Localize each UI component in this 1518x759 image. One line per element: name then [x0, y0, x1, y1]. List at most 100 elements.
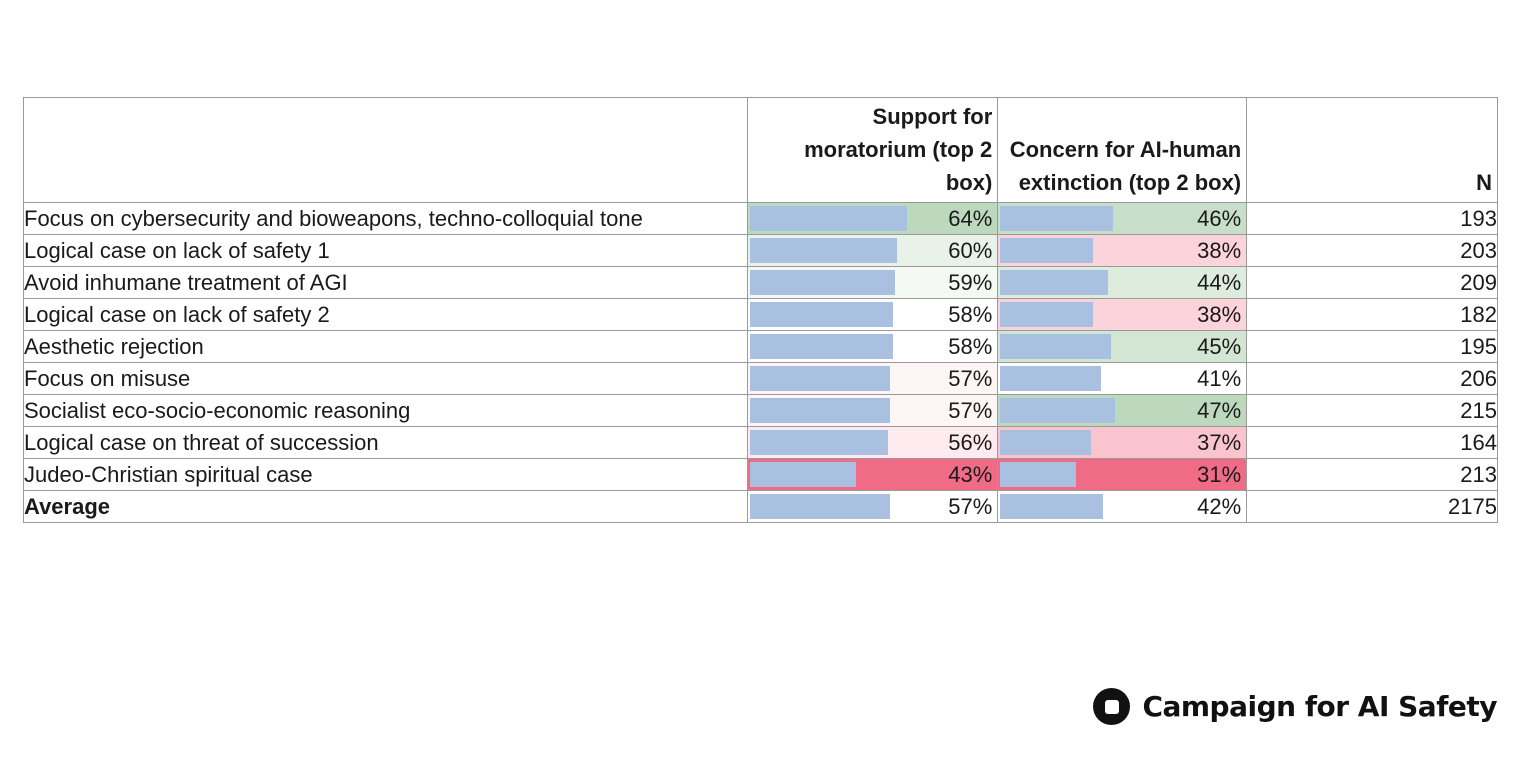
table-row: Logical case on lack of safety 2 58% 38% 18…: [22, 298, 1498, 331]
moratorium-cell-bar: [750, 430, 888, 455]
extinction-cell: 31%: [997, 458, 1248, 491]
extinction-cell-bar: [1000, 238, 1094, 263]
moratorium-cell-bar: [750, 334, 893, 359]
moratorium-cell-bar: [750, 302, 893, 327]
table-row: Judeo-Christian spiritual case 43% 31% 213: [22, 458, 1498, 491]
extinction-cell-value: 44%: [1197, 270, 1242, 295]
moratorium-cell-value: 57%: [948, 398, 993, 423]
extinction-cell: 41%: [997, 362, 1248, 395]
row-label: Judeo-Christian spiritual case: [22, 458, 749, 491]
header-moratorium: Support for moratorium (top 2 box): [747, 97, 999, 203]
campaign-logo-icon: [1093, 688, 1131, 725]
extinction-cell-value: 38%: [1197, 302, 1242, 327]
table-row: Avoid inhumane treatment of AGI 59% 44% 209: [22, 266, 1498, 299]
n-cell: 209: [1246, 266, 1498, 299]
moratorium-cell: 64%: [747, 202, 999, 235]
extinction-cell: 38%: [997, 298, 1248, 331]
moratorium-cell: 56%: [747, 426, 999, 459]
row-label: Focus on cybersecurity and bioweapons, t…: [22, 202, 749, 235]
extinction-cell-bar: [1000, 366, 1101, 391]
table-row: Socialist eco-socio-economic reasoning 57…: [22, 394, 1498, 427]
table-row: Logical case on threat of succession 56% 3…: [22, 426, 1498, 459]
extinction-cell: 45%: [997, 330, 1248, 363]
header-n: N: [1246, 97, 1498, 203]
extinction-cell-value: 47%: [1197, 398, 1242, 423]
header-label: [22, 97, 749, 203]
moratorium-cell-value: 43%: [948, 462, 993, 487]
extinction-cell-value: 45%: [1197, 334, 1242, 359]
extinction-cell-value: 46%: [1197, 206, 1242, 231]
brand-logo: Campaign for AI Safety: [1093, 688, 1497, 725]
moratorium-cell: 58%: [747, 330, 999, 363]
extinction-cell-bar: [1000, 462, 1077, 487]
n-cell: 215: [1246, 394, 1498, 427]
header-row: Support for moratorium (top 2 box) Conce…: [22, 97, 1498, 203]
moratorium-cell: 43%: [747, 458, 999, 491]
moratorium-cell-bar: [750, 238, 898, 263]
average-extinction-cell: 42%: [997, 490, 1248, 523]
row-label: Focus on misuse: [22, 362, 749, 395]
table-body: Focus on cybersecurity and bioweapons, t…: [22, 202, 1498, 523]
moratorium-cell-value: 57%: [948, 366, 993, 391]
row-label: Logical case on lack of safety 2: [22, 298, 749, 331]
average-moratorium-cell: 57%: [747, 490, 999, 523]
n-cell: 213: [1246, 458, 1498, 491]
n-cell: 164: [1246, 426, 1498, 459]
table-row: Logical case on lack of safety 1 60% 38% 20…: [22, 234, 1498, 267]
average-moratorium-cell-bar: [750, 494, 891, 519]
moratorium-cell-value: 56%: [948, 430, 993, 455]
moratorium-cell: 57%: [747, 394, 999, 427]
n-cell: 195: [1246, 330, 1498, 363]
average-extinction-cell-value: 42%: [1197, 494, 1242, 519]
table-row: Focus on cybersecurity and bioweapons, t…: [22, 202, 1498, 235]
row-label: Aesthetic rejection: [22, 330, 749, 363]
n-cell: 206: [1246, 362, 1498, 395]
row-label: Logical case on lack of safety 1: [22, 234, 749, 267]
moratorium-cell-value: 64%: [948, 206, 993, 231]
results-table: Support for moratorium (top 2 box) Conce…: [22, 97, 1498, 523]
average-row: Average 57% 42% 2175: [22, 490, 1498, 523]
average-moratorium-cell-value: 57%: [948, 494, 993, 519]
average-n-cell: 2175: [1246, 490, 1498, 523]
extinction-cell-bar: [1000, 398, 1116, 423]
extinction-cell-value: 37%: [1197, 430, 1242, 455]
moratorium-cell: 60%: [747, 234, 999, 267]
average-extinction-cell-bar: [1000, 494, 1104, 519]
extinction-cell-bar: [1000, 334, 1111, 359]
moratorium-cell-value: 59%: [948, 270, 993, 295]
moratorium-cell-bar: [750, 206, 908, 231]
extinction-cell-value: 41%: [1197, 366, 1242, 391]
moratorium-cell: 58%: [747, 298, 999, 331]
moratorium-cell-bar: [750, 366, 891, 391]
moratorium-cell-value: 58%: [948, 302, 993, 327]
moratorium-cell-value: 58%: [948, 334, 993, 359]
moratorium-cell-value: 60%: [948, 238, 993, 263]
row-label: Socialist eco-socio-economic reasoning: [22, 394, 749, 427]
brand-name: Campaign for AI Safety: [1142, 690, 1497, 723]
extinction-cell: 46%: [997, 202, 1248, 235]
extinction-cell: 37%: [997, 426, 1248, 459]
moratorium-cell-bar: [750, 398, 891, 423]
n-cell: 193: [1246, 202, 1498, 235]
extinction-cell-bar: [1000, 302, 1094, 327]
moratorium-cell: 57%: [747, 362, 999, 395]
extinction-cell-value: 31%: [1197, 462, 1242, 487]
n-cell: 203: [1246, 234, 1498, 267]
moratorium-cell-bar: [750, 270, 895, 295]
table-row: Focus on misuse 57% 41% 206: [22, 362, 1498, 395]
row-label: Logical case on threat of succession: [22, 426, 749, 459]
extinction-cell: 44%: [997, 266, 1248, 299]
table-row: Aesthetic rejection 58% 45% 195: [22, 330, 1498, 363]
extinction-cell-value: 38%: [1197, 238, 1242, 263]
extinction-cell: 38%: [997, 234, 1248, 267]
extinction-cell-bar: [1000, 430, 1091, 455]
extinction-cell-bar: [1000, 270, 1109, 295]
header-extinction: Concern for AI-human extinction (top 2 b…: [997, 97, 1248, 203]
extinction-cell-bar: [1000, 206, 1113, 231]
n-cell: 182: [1246, 298, 1498, 331]
moratorium-cell-bar: [750, 462, 856, 487]
row-label: Avoid inhumane treatment of AGI: [22, 266, 749, 299]
extinction-cell: 47%: [997, 394, 1248, 427]
moratorium-cell: 59%: [747, 266, 999, 299]
average-label: Average: [22, 490, 749, 523]
